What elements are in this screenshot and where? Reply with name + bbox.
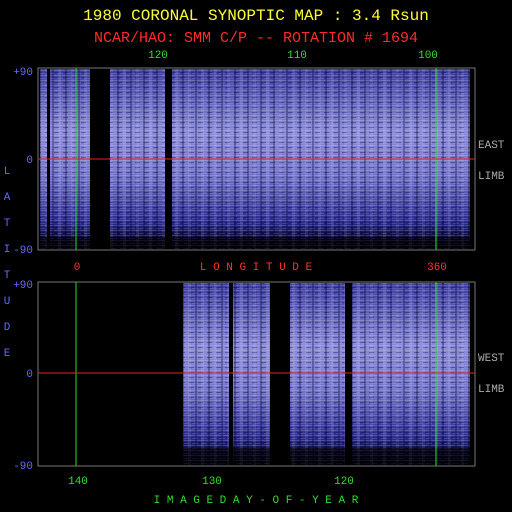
subtitle: NCAR/HAO: SMM C/P -- ROTATION # 1694 [94,30,418,47]
y-tick: -90 [13,245,33,257]
bottom-panel: +90 0 -90 WEST LIMB 140 130 120 I M A G … [13,280,505,507]
top-tick: 120 [148,50,168,62]
limb-label: WEST [478,353,505,365]
x-tick: 0 [74,262,81,274]
title: 1980 CORONAL SYNOPTIC MAP : 3.4 Rsun [83,7,429,25]
y-tick: +90 [13,67,33,79]
y-axis-label: LATITUDE [1,166,13,374]
x-axis-label: L O N G I T U D E [200,262,313,274]
x-tick: 140 [68,476,88,488]
x-tick: 360 [427,262,447,274]
top-tick: 100 [418,50,438,62]
limb-label: LIMB [478,171,505,183]
top-tick: 110 [287,50,307,62]
y-tick: -90 [13,461,33,473]
frame [37,281,476,467]
x-tick: 120 [334,476,354,488]
y-tick: 0 [26,369,33,381]
synoptic-image [183,283,470,465]
limb-label: LIMB [478,384,505,396]
x-axis-label: I M A G E D A Y - O F - Y E A R [154,495,359,507]
y-tick: +90 [13,280,33,292]
limb-label: EAST [478,140,505,152]
y-tick: 0 [26,155,33,167]
x-tick: 130 [202,476,222,488]
top-panel: 120 110 100 +90 0 -90 EAST LIMB 0 360 L … [13,50,505,274]
